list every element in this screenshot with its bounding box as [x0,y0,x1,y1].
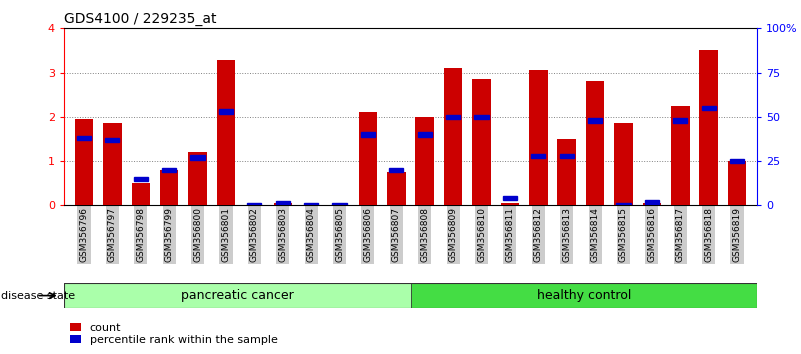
Bar [560,154,574,158]
Bar [160,170,179,205]
Bar [416,117,434,205]
Bar [586,81,604,205]
Bar [702,106,716,110]
Bar [673,118,687,122]
Bar [699,51,718,205]
Bar [473,79,491,205]
Bar [217,60,235,205]
Bar [588,118,602,122]
Bar [162,168,176,172]
Bar [417,132,432,137]
Legend: count, percentile rank within the sample: count, percentile rank within the sample [70,323,277,345]
Bar [131,183,150,205]
Bar [276,201,290,206]
Bar [728,161,747,205]
Bar [617,203,630,207]
Text: GDS4100 / 229235_at: GDS4100 / 229235_at [64,12,216,26]
Bar [74,119,93,205]
Bar [77,136,91,140]
Bar [191,155,204,160]
Bar [529,70,548,205]
Bar [273,203,292,205]
Bar [642,203,661,205]
Bar [387,172,405,205]
Bar [103,124,122,205]
Bar [105,138,119,142]
Bar [730,159,744,163]
Bar [614,124,633,205]
Bar [446,115,461,119]
Bar [501,203,519,205]
Bar [444,68,462,205]
Bar [248,203,261,207]
Bar [671,106,690,205]
Bar [64,283,410,308]
Bar [188,152,207,205]
Bar [645,200,659,204]
Text: disease state: disease state [1,291,75,301]
Bar [360,132,375,137]
Bar [359,113,377,205]
Bar [503,196,517,200]
Bar [304,203,318,207]
Bar [134,177,148,181]
Bar [332,203,347,207]
Text: pancreatic cancer: pancreatic cancer [181,289,294,302]
Bar [474,115,489,119]
Bar [410,283,757,308]
Bar [219,109,233,114]
Bar [557,139,576,205]
Bar [531,154,545,158]
Bar [389,168,404,172]
Text: healthy control: healthy control [537,289,631,302]
